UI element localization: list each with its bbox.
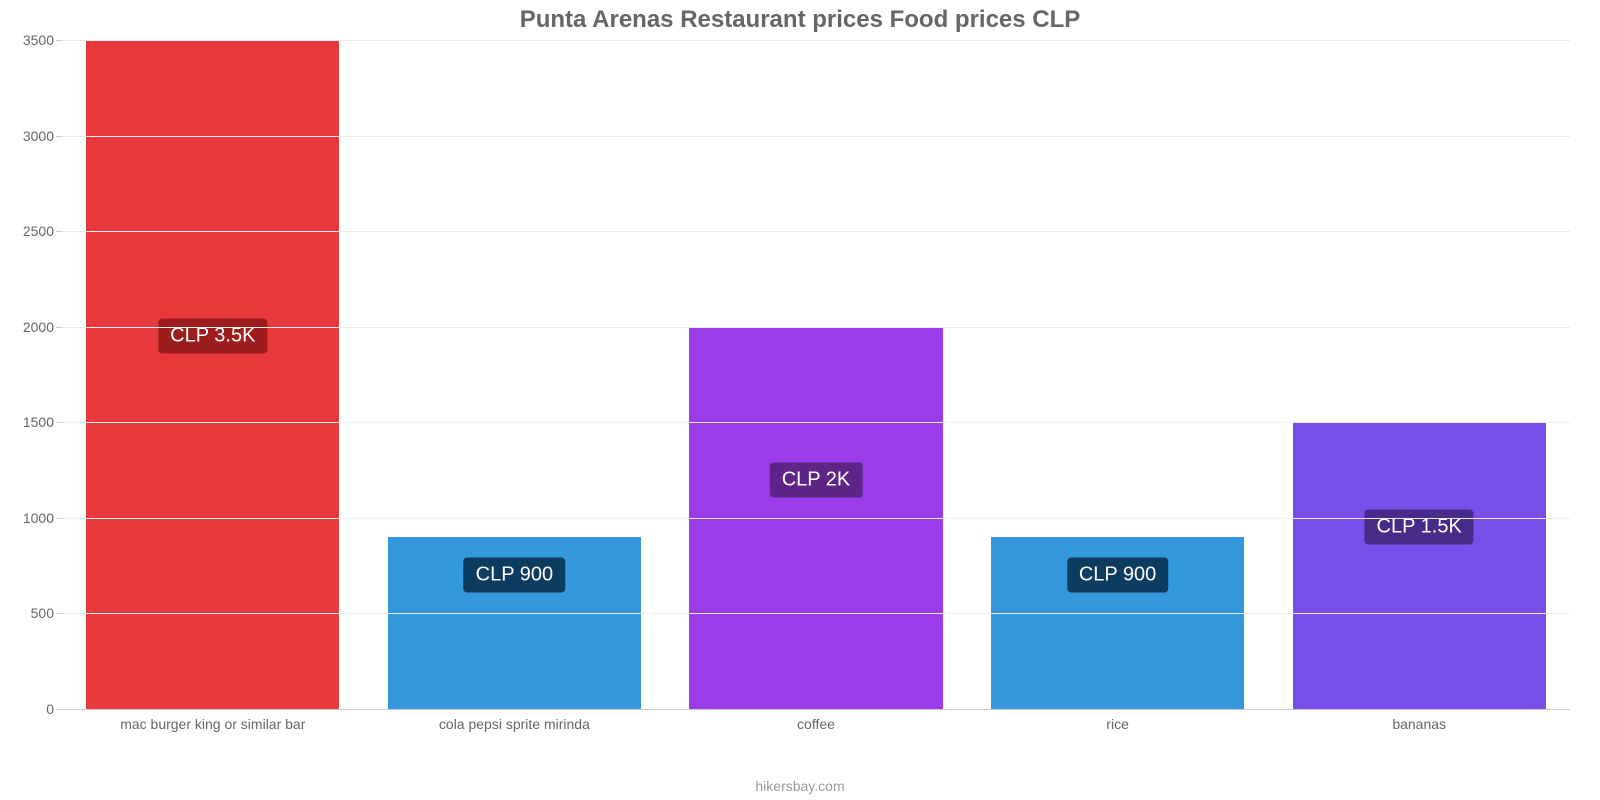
x-axis-labels: mac burger king or similar barcola pepsi…: [62, 710, 1570, 740]
x-tick-label: cola pepsi sprite mirinda: [364, 710, 666, 740]
x-tick-label: rice: [967, 710, 1269, 740]
bar-value-label: CLP 3.5K: [158, 319, 267, 354]
gridline: [62, 422, 1570, 423]
y-tick-label: 1500: [12, 414, 54, 430]
bar-value-label: CLP 900: [464, 558, 565, 593]
bar-slot: CLP 2K: [665, 40, 967, 709]
bar-value-label: CLP 1.5K: [1365, 510, 1474, 545]
bar-slot: CLP 900: [364, 40, 666, 709]
bar-value-label: CLP 900: [1067, 558, 1168, 593]
gridline: [62, 327, 1570, 328]
y-tick-label: 2500: [12, 223, 54, 239]
source-label: hikersbay.com: [0, 778, 1600, 794]
chart-container: CLP 3.5KCLP 900CLP 2KCLP 900CLP 1.5K 050…: [62, 40, 1570, 740]
bar: [86, 40, 339, 709]
plot-area: CLP 3.5KCLP 900CLP 2KCLP 900CLP 1.5K 050…: [62, 40, 1570, 710]
gridline: [62, 613, 1570, 614]
bar-slot: CLP 900: [967, 40, 1269, 709]
y-tick-label: 1000: [12, 510, 54, 526]
y-tick-label: 2000: [12, 319, 54, 335]
y-tick-label: 0: [12, 701, 54, 717]
x-tick-label: mac burger king or similar bar: [62, 710, 364, 740]
gridline: [62, 518, 1570, 519]
bars-row: CLP 3.5K CLP 900 CLP 2K CLP 900 CLP 1.5K: [62, 40, 1570, 709]
y-tick-label: 3500: [12, 32, 54, 48]
x-tick-label: bananas: [1268, 710, 1570, 740]
bar: [1293, 422, 1546, 709]
y-tick-label: 500: [12, 605, 54, 621]
x-tick-label: coffee: [665, 710, 967, 740]
bar-slot: CLP 1.5K: [1268, 40, 1570, 709]
gridline: [62, 231, 1570, 232]
bar-slot: CLP 3.5K: [62, 40, 364, 709]
y-tick-label: 3000: [12, 128, 54, 144]
gridline: [62, 136, 1570, 137]
gridline: [62, 40, 1570, 41]
chart-title: Punta Arenas Restaurant prices Food pric…: [0, 0, 1600, 38]
bar-value-label: CLP 2K: [770, 462, 863, 497]
